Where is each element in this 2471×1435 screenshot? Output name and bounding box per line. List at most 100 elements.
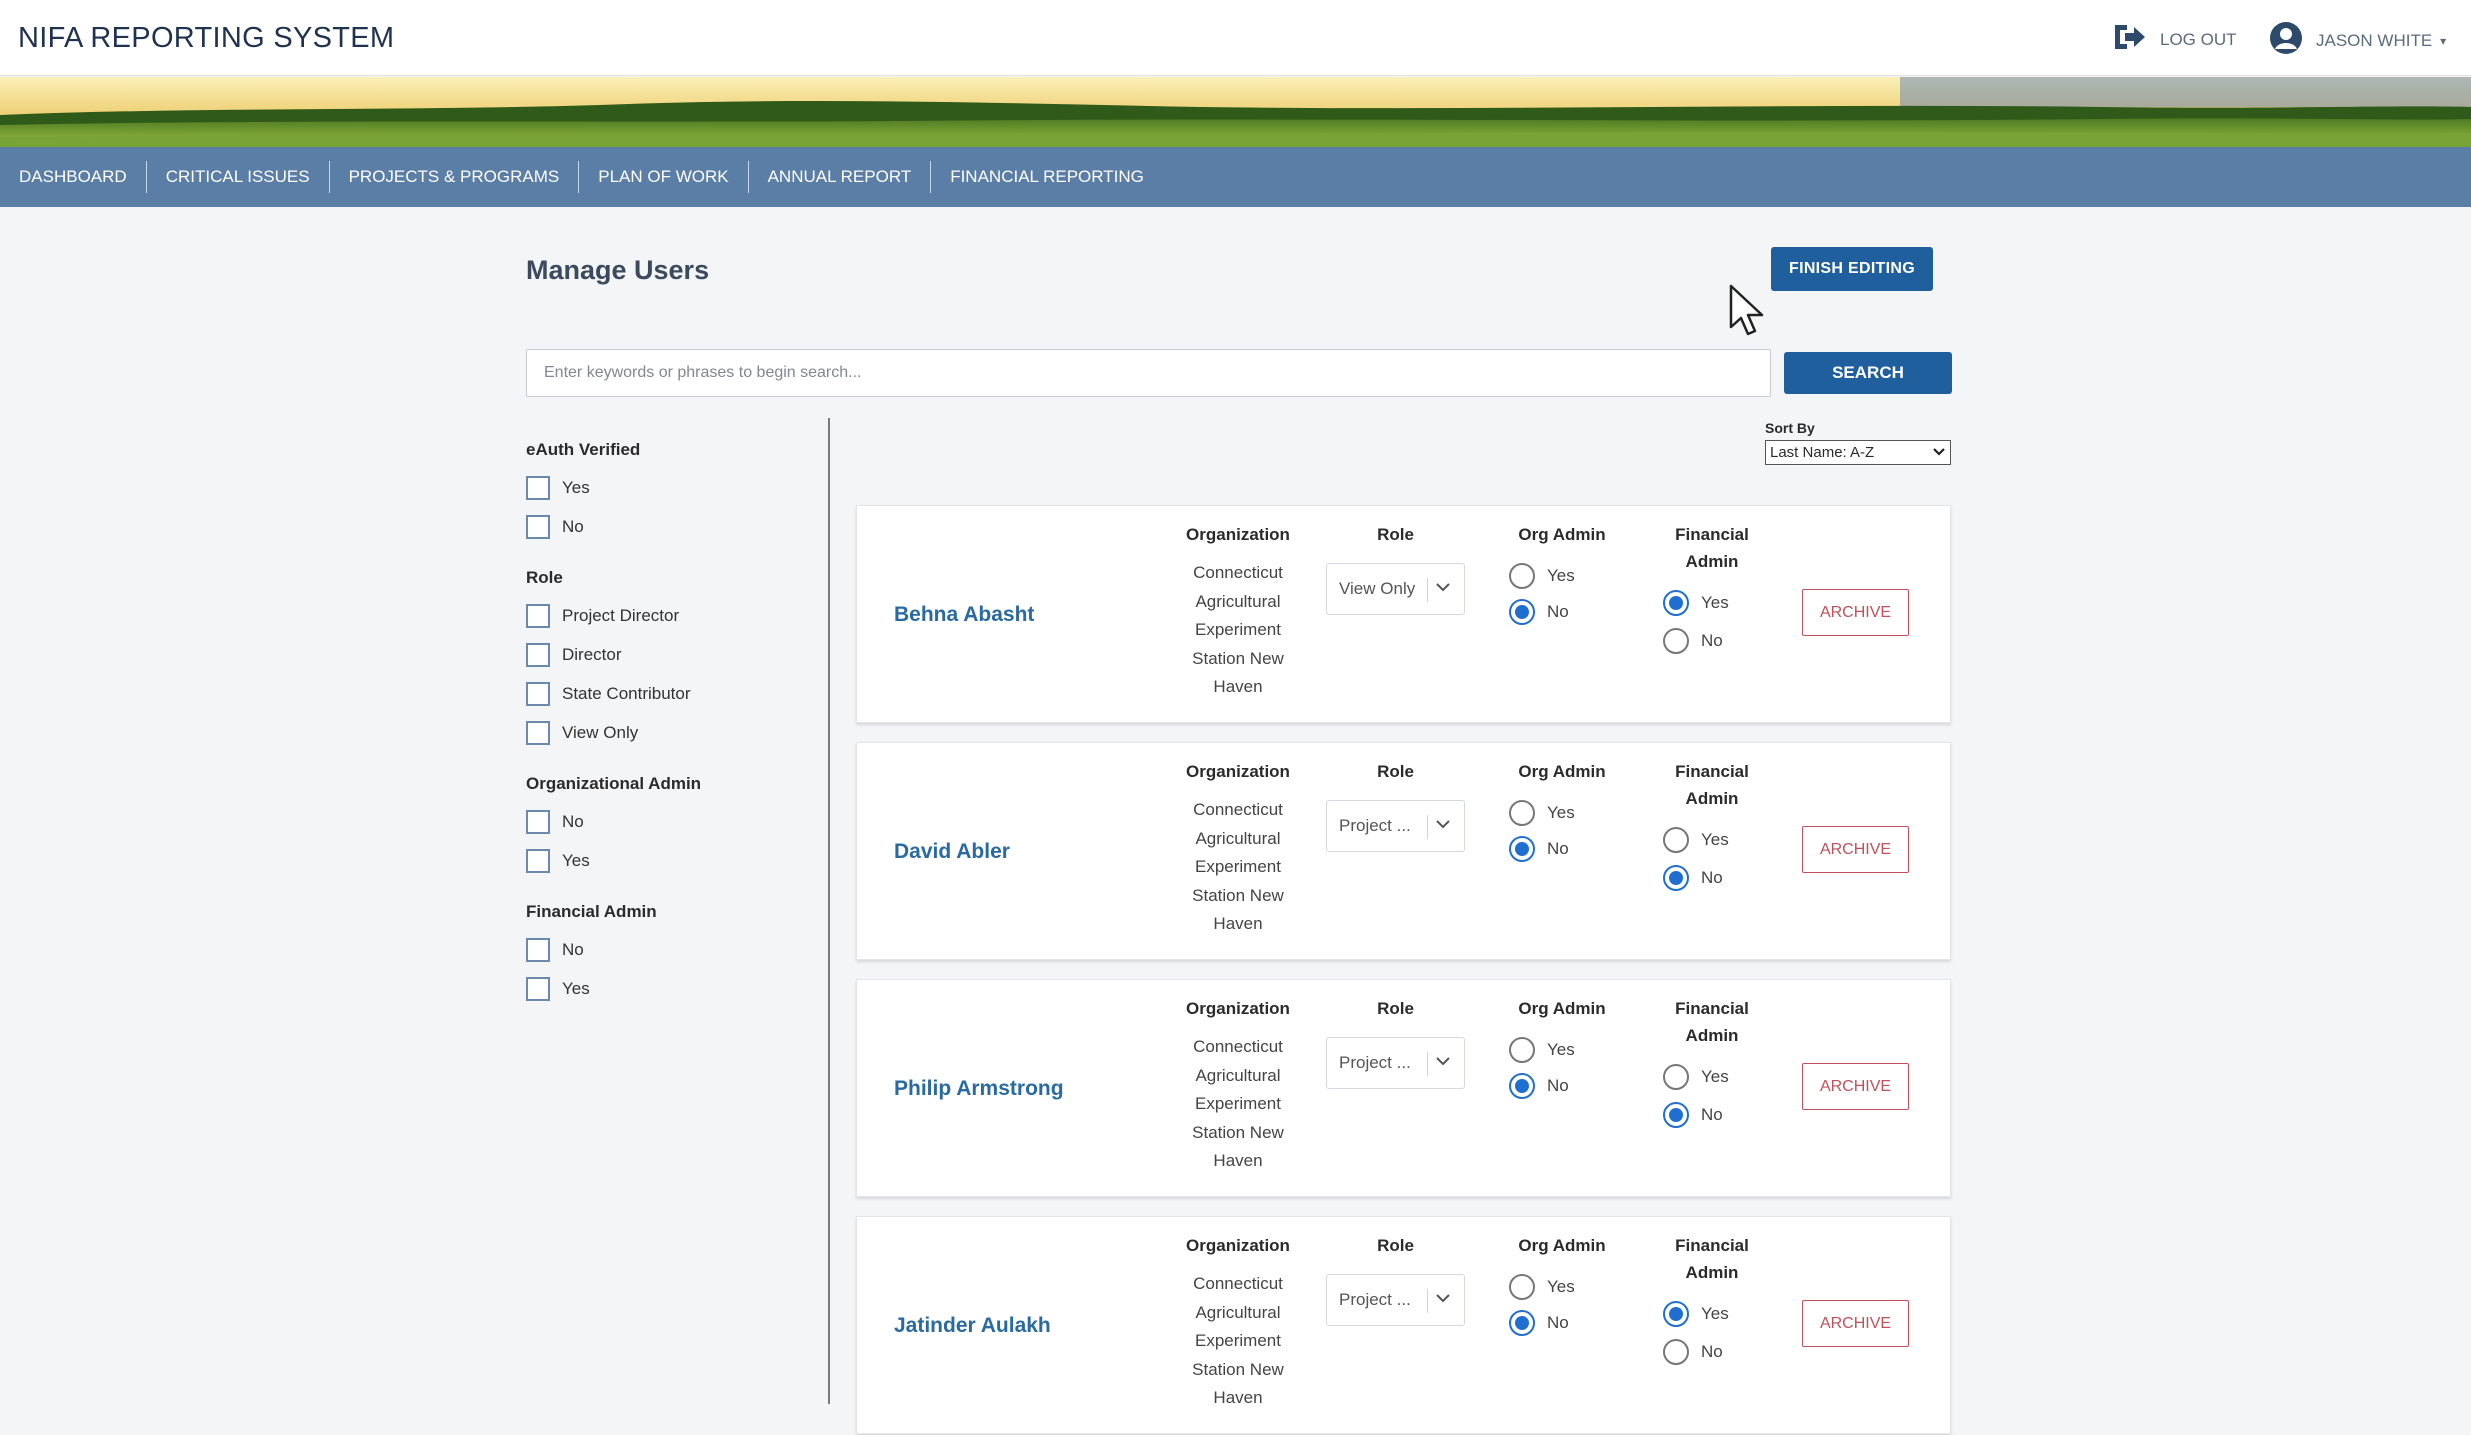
organization-header: Organization — [1186, 1236, 1290, 1255]
financial-admin-no-option[interactable]: No — [1663, 1339, 1723, 1365]
finish-editing-button[interactable]: FINISH EDITING — [1771, 247, 1933, 291]
financial-admin-header: Financial Admin — [1647, 1232, 1777, 1286]
radio-button[interactable] — [1663, 590, 1689, 616]
nav-critical-issues[interactable]: CRITICAL ISSUES — [147, 161, 330, 193]
checkbox[interactable] — [526, 681, 550, 706]
role-select[interactable]: Project ... — [1326, 800, 1465, 852]
org-admin-header: Org Admin — [1518, 1236, 1606, 1255]
role-value: Project ... — [1339, 1053, 1411, 1072]
filter-option[interactable]: No — [526, 802, 826, 841]
radio-button[interactable] — [1509, 1310, 1535, 1336]
user-name-link[interactable]: Philip Armstrong — [894, 1077, 1064, 1100]
radio-button[interactable] — [1663, 628, 1689, 654]
chevron-down-icon — [1435, 814, 1451, 834]
org-admin-yes-option[interactable]: Yes — [1509, 1037, 1575, 1063]
financial-admin-header: Financial Admin — [1647, 758, 1777, 812]
checkbox[interactable] — [526, 642, 550, 667]
org-admin-no-option[interactable]: No — [1509, 1073, 1569, 1099]
search-button[interactable]: SEARCH — [1784, 352, 1952, 394]
checkbox[interactable] — [526, 848, 550, 873]
filter-group-role: Role Project Director Director State Con… — [526, 568, 826, 752]
financial-admin-yes-option[interactable]: Yes — [1663, 827, 1729, 853]
nav-annual-report[interactable]: ANNUAL REPORT — [749, 161, 932, 193]
org-admin-no-option[interactable]: No — [1509, 836, 1569, 862]
user-name-link[interactable]: David Abler — [894, 840, 1010, 863]
user-card: David Abler Organization Connecticut Agr… — [856, 742, 1951, 960]
filter-option[interactable]: No — [526, 930, 826, 969]
sort-select[interactable]: Last Name: A-Z — [1765, 440, 1951, 465]
logout-button[interactable]: LOG OUT — [2112, 22, 2237, 57]
select-separator — [1427, 1052, 1428, 1076]
archive-button[interactable]: ARCHIVE — [1802, 1300, 1909, 1347]
role-select[interactable]: Project ... — [1326, 1274, 1465, 1326]
financial-admin-no-option[interactable]: No — [1663, 1102, 1723, 1128]
select-separator — [1427, 578, 1428, 602]
filter-option[interactable]: Yes — [526, 468, 826, 507]
filter-option[interactable]: No — [526, 507, 826, 546]
checkbox[interactable] — [526, 514, 550, 539]
checkbox[interactable] — [526, 475, 550, 500]
radio-button[interactable] — [1509, 800, 1535, 826]
mouse-cursor-icon — [1728, 283, 1768, 344]
user-name-link[interactable]: Jatinder Aulakh — [894, 1314, 1051, 1337]
filter-option[interactable]: Director — [526, 635, 826, 674]
radio-button[interactable] — [1509, 1274, 1535, 1300]
role-value: View Only — [1339, 579, 1416, 598]
radio-button[interactable] — [1509, 563, 1535, 589]
radio-button[interactable] — [1509, 1037, 1535, 1063]
filter-option[interactable]: Yes — [526, 841, 826, 880]
radio-button[interactable] — [1663, 1102, 1689, 1128]
app-title[interactable]: NIFA REPORTING SYSTEM — [18, 22, 395, 54]
financial-admin-yes-option[interactable]: Yes — [1663, 1301, 1729, 1327]
filter-option[interactable]: Project Director — [526, 596, 826, 635]
filter-option[interactable]: Yes — [526, 969, 826, 1008]
search-input[interactable] — [526, 349, 1771, 397]
radio-button[interactable] — [1663, 1339, 1689, 1365]
user-card: Behna Abasht Organization Connecticut Ag… — [856, 505, 1951, 723]
checkbox[interactable] — [526, 976, 550, 1001]
org-admin-yes-option[interactable]: Yes — [1509, 800, 1575, 826]
role-select[interactable]: View Only — [1326, 563, 1465, 615]
filter-option[interactable]: View Only — [526, 713, 826, 752]
checkbox[interactable] — [526, 603, 550, 628]
radio-button[interactable] — [1663, 865, 1689, 891]
filter-option[interactable]: State Contributor — [526, 674, 826, 713]
checkbox[interactable] — [526, 937, 550, 962]
role-header: Role — [1377, 999, 1414, 1018]
archive-button[interactable]: ARCHIVE — [1802, 589, 1909, 636]
radio-label: No — [1701, 631, 1723, 650]
radio-button[interactable] — [1663, 1064, 1689, 1090]
role-select[interactable]: Project ... — [1326, 1037, 1465, 1089]
select-separator — [1427, 815, 1428, 839]
top-header: NIFA REPORTING SYSTEM LOG OUT JASON WHIT… — [0, 0, 2471, 76]
radio-button[interactable] — [1663, 827, 1689, 853]
org-admin-yes-option[interactable]: Yes — [1509, 563, 1575, 589]
nav-projects-programs[interactable]: PROJECTS & PROGRAMS — [330, 161, 580, 193]
nav-financial-reporting[interactable]: FINANCIAL REPORTING — [950, 167, 1144, 186]
financial-admin-yes-option[interactable]: Yes — [1663, 1064, 1729, 1090]
user-menu[interactable]: JASON WHITE ▾ — [2268, 20, 2446, 61]
radio-button[interactable] — [1663, 1301, 1689, 1327]
logout-label: LOG OUT — [2160, 29, 2237, 49]
radio-button[interactable] — [1509, 836, 1535, 862]
filter-title: Organizational Admin — [526, 774, 702, 793]
financial-admin-no-option[interactable]: No — [1663, 628, 1723, 654]
financial-admin-yes-option[interactable]: Yes — [1663, 590, 1729, 616]
user-card: Philip Armstrong Organization Connecticu… — [856, 979, 1951, 1197]
org-admin-no-option[interactable]: No — [1509, 1310, 1569, 1336]
nav-plan-of-work[interactable]: PLAN OF WORK — [579, 161, 749, 193]
filter-option-label: No — [562, 811, 584, 831]
checkbox[interactable] — [526, 809, 550, 834]
user-name-link[interactable]: Behna Abasht — [894, 603, 1035, 626]
radio-button[interactable] — [1509, 1073, 1535, 1099]
organization-header: Organization — [1186, 525, 1290, 544]
archive-button[interactable]: ARCHIVE — [1802, 1063, 1909, 1110]
org-admin-yes-option[interactable]: Yes — [1509, 1274, 1575, 1300]
radio-button[interactable] — [1509, 599, 1535, 625]
role-header: Role — [1377, 762, 1414, 781]
checkbox[interactable] — [526, 720, 550, 745]
financial-admin-no-option[interactable]: No — [1663, 865, 1723, 891]
archive-button[interactable]: ARCHIVE — [1802, 826, 1909, 873]
org-admin-no-option[interactable]: No — [1509, 599, 1569, 625]
nav-dashboard[interactable]: DASHBOARD — [0, 161, 147, 193]
